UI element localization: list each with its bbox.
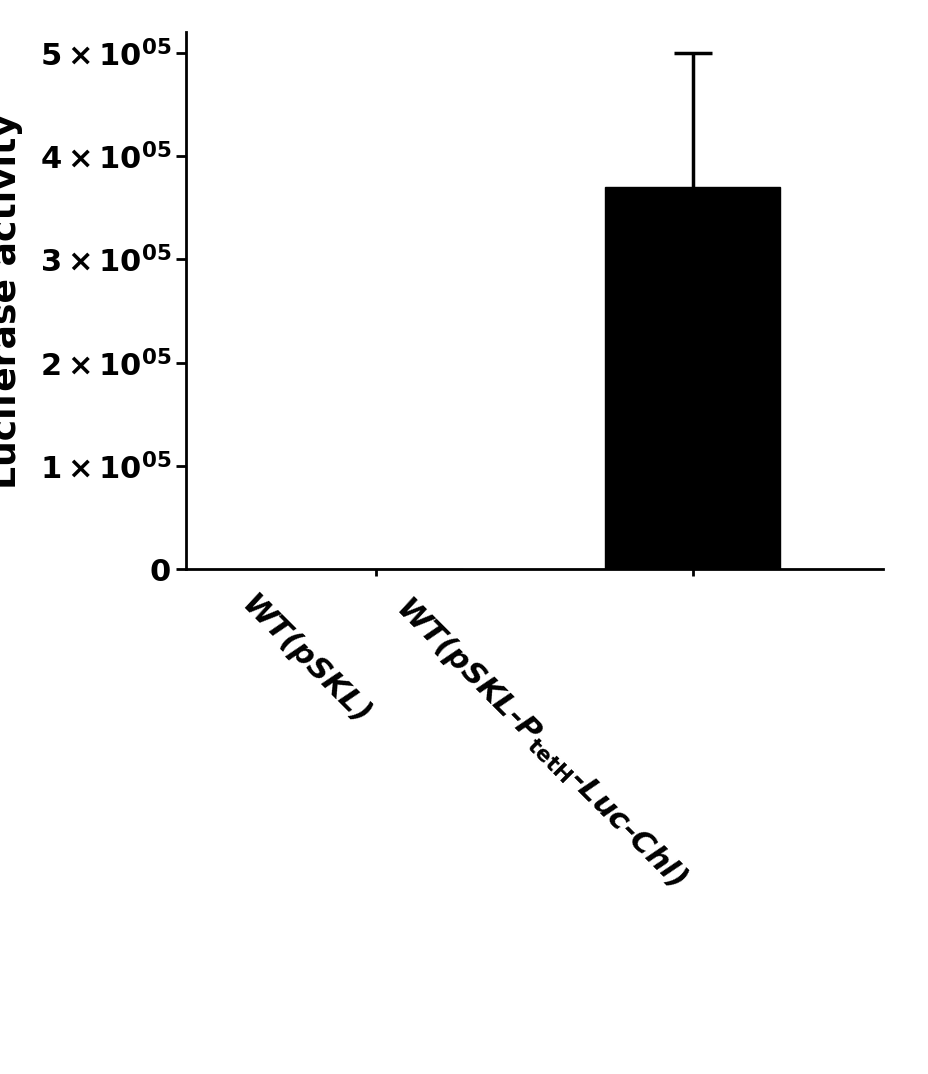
Y-axis label: Luciferase activity: Luciferase activity — [0, 113, 23, 489]
Text: WT(pSKL): WT(pSKL) — [236, 591, 376, 731]
Bar — [605, 187, 779, 569]
Text: WT(pSKL-P$_{\mathbf{tetH}}$-Luc-Chl): WT(pSKL-P$_{\mathbf{tetH}}$-Luc-Chl) — [389, 591, 691, 895]
